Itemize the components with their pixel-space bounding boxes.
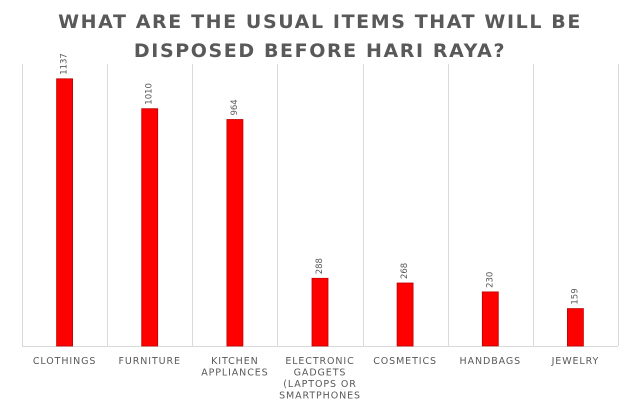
x-tick-label: COSMETICS <box>373 356 437 367</box>
x-tick-label-line: (LAPTOPS OR <box>283 379 356 390</box>
bar <box>226 119 244 347</box>
x-tick-label: ELECTRONIC GADGETS (LAPTOPS OR SMARTPHONES <box>279 356 361 402</box>
data-label: 964 <box>230 99 240 115</box>
x-tick-label: JEWELRY <box>551 356 600 367</box>
chart-title: WHAT ARE THE USUAL ITEMS THAT WILL BE DI… <box>58 11 582 62</box>
x-tick-label: CLOTHINGS <box>33 356 96 367</box>
data-label: 1010 <box>145 83 155 105</box>
x-tick-label-line: SMARTPHONES <box>279 391 361 402</box>
x-tick-label-line: CLOTHINGS <box>33 356 96 367</box>
data-labels: 1137 1010 964 288 268 230 159 <box>60 53 581 304</box>
bar <box>141 108 159 347</box>
data-label: 268 <box>400 263 410 279</box>
x-tick-label-line: FURNITURE <box>119 356 181 367</box>
x-tick-label: FURNITURE <box>119 356 181 367</box>
bar <box>481 291 499 347</box>
bar <box>311 277 329 347</box>
x-tick-label-line: ELECTRONIC <box>285 356 354 367</box>
x-tick-labels: CLOTHINGS FURNITURE KITCHEN APPLIANCES ELECT… <box>33 356 600 402</box>
gridlines <box>22 64 619 347</box>
x-tick-label-line: GADGETS <box>294 368 347 379</box>
data-label: 230 <box>485 272 495 288</box>
data-label: 288 <box>315 258 325 274</box>
bar <box>56 78 73 347</box>
x-tick-label-line: JEWELRY <box>551 356 600 367</box>
x-tick-label-line: APPLIANCES <box>201 368 268 379</box>
data-label: 159 <box>570 288 580 304</box>
x-tick-label: KITCHEN APPLIANCES <box>201 356 268 379</box>
bar <box>396 282 414 347</box>
x-tick-label-line: HANDBAGS <box>460 356 522 367</box>
bar <box>567 308 584 347</box>
data-label: 1137 <box>60 53 70 75</box>
x-tick-label-line: KITCHEN <box>211 356 258 367</box>
bars <box>56 78 584 347</box>
x-tick-label: HANDBAGS <box>460 356 522 367</box>
x-tick-label-line: COSMETICS <box>373 356 437 367</box>
